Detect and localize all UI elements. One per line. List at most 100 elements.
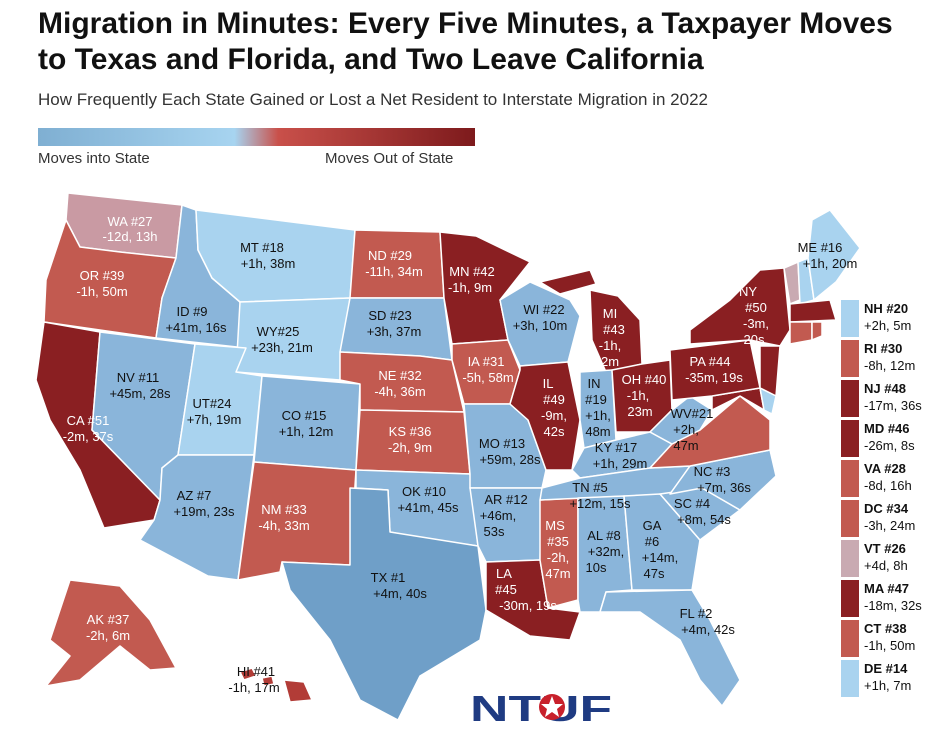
label-NM-name: NM #33 [261, 502, 307, 517]
label-MS-name: MS [545, 518, 565, 533]
label-WY-value: +23h, 21m [251, 340, 313, 355]
label-IN-value-2: 48m [585, 424, 610, 439]
label-AL-name: AL #8 [587, 528, 621, 543]
label-IA-name: IA #31 [468, 354, 505, 369]
label-IL-name: IL [543, 376, 554, 391]
state-TX[interactable] [281, 487, 487, 721]
label-SD-value: +3h, 37m [367, 324, 422, 339]
swatch-MA [841, 580, 859, 617]
label-MN-value: -1h, 9m [448, 280, 492, 295]
label-TN-value: +12m, 15s [569, 496, 631, 511]
side-name-NJ: NJ #48 [864, 381, 906, 396]
label-FL-name: FL #2 [680, 606, 713, 621]
label-ME-value: +1h, 20m [803, 256, 858, 271]
label-AZ-name: AZ #7 [177, 488, 212, 503]
label-NC-name: NC #3 [694, 464, 731, 479]
label-IL-rank: #49 [543, 392, 565, 407]
page-subtitle: How Frequently Each State Gained or Lost… [38, 90, 708, 109]
state-NY[interactable] [689, 267, 791, 347]
state-GA[interactable] [623, 493, 701, 591]
label-NY-value-2: 20s [744, 332, 765, 347]
label-UT-name: UT#24 [192, 396, 231, 411]
label-ID-value: +41m, 16s [165, 320, 227, 335]
side-value-NH: +2h, 5m [864, 318, 912, 333]
side-name-VA: VA #28 [864, 461, 906, 476]
state-PA[interactable] [669, 339, 761, 401]
label-GA-rank: #6 [645, 534, 659, 549]
label-WI-name: WI #22 [523, 302, 564, 317]
star-icon [539, 694, 565, 720]
label-CO-name: CO #15 [282, 408, 327, 423]
side-name-CT: CT #38 [864, 621, 907, 636]
state-ME[interactable] [807, 209, 861, 301]
side-item-VT: VT #26 +4d, 8h [841, 540, 936, 577]
label-NE-name: NE #32 [378, 368, 421, 383]
side-value-VT: +4d, 8h [864, 558, 908, 573]
swatch-VA [841, 460, 859, 497]
swatch-RI [841, 340, 859, 377]
side-item-VA: VA #28 -8d, 16h [841, 460, 936, 497]
swatch-DC [841, 500, 859, 537]
legend-gradient-bar [38, 128, 475, 146]
state-RI[interactable] [811, 321, 823, 341]
label-PA-value: -35m, 19s [685, 370, 743, 385]
label-IN-name: IN [588, 376, 601, 391]
side-name-RI: RI #30 [864, 341, 903, 356]
label-OR-value: -1h, 50m [76, 284, 127, 299]
side-item-NH: NH #20 +2h, 5m [841, 300, 936, 337]
label-SD-name: SD #23 [368, 308, 411, 323]
label-ND-value: -11h, 34m [365, 264, 423, 279]
label-MN-name: MN #42 [449, 264, 495, 279]
label-GA-name: GA [643, 518, 662, 533]
side-item-DC: DC #34 -3h, 24m [841, 500, 936, 537]
label-TX-value: +4m, 40s [373, 586, 427, 601]
label-MI-value-2: 2m [601, 354, 619, 369]
side-value-DE: +1h, 7m [864, 678, 912, 693]
label-IN-value-1: +1h, [585, 408, 611, 423]
label-MI-name: MI [603, 306, 617, 321]
label-AK-value: -2h, 6m [86, 628, 130, 643]
label-OH-value-1: -1h, [627, 388, 649, 403]
state-FL[interactable] [599, 589, 741, 707]
side-item-MA: MA #47 -18m, 32s [841, 580, 936, 617]
state-NJ[interactable] [759, 345, 781, 397]
label-WY-name: WY#25 [257, 324, 300, 339]
label-MT-name: MT #18 [240, 240, 284, 255]
label-NM-value: -4h, 33m [258, 518, 309, 533]
state-AK[interactable] [45, 579, 177, 687]
label-ND-name: ND #29 [368, 248, 412, 263]
label-UT-value: +7h, 19m [187, 412, 242, 427]
label-CA-value: -2m, 37s [63, 429, 114, 444]
state-CO[interactable] [253, 375, 361, 471]
label-NV-name: NV #11 [117, 370, 159, 385]
state-WI[interactable] [499, 281, 581, 367]
state-WY[interactable] [235, 297, 351, 381]
state-DE[interactable] [759, 387, 777, 415]
label-MT-value: +1h, 38m [241, 256, 296, 271]
state-MA[interactable] [789, 299, 837, 323]
side-value-DC: -3h, 24m [864, 518, 916, 533]
label-IN-rank: #19 [585, 392, 607, 407]
label-ME-name: ME #16 [798, 240, 843, 255]
label-CO-value: +1h, 12m [279, 424, 334, 439]
label-SC-value: +8m, 54s [677, 512, 731, 527]
label-NY-rank: #50 [745, 300, 767, 315]
side-item-CT: CT #38 -1h, 50m [841, 620, 936, 657]
side-name-VT: VT #26 [864, 541, 906, 556]
state-CT[interactable] [789, 321, 813, 345]
swatch-NH [841, 300, 859, 337]
side-name-DE: DE #14 [864, 661, 908, 676]
legend-right-label: Moves Out of State [325, 150, 454, 167]
side-value-CT: -1h, 50m [864, 638, 916, 653]
side-name-MD: MD #46 [864, 421, 910, 436]
state-IL[interactable] [509, 361, 581, 471]
label-NY-value-1: -3m, [743, 316, 769, 331]
state-HI[interactable] [239, 667, 313, 703]
swatch-VT [841, 540, 859, 577]
label-KS-name: KS #36 [389, 424, 432, 439]
swatch-CT [841, 620, 859, 657]
label-NY-name: NY [739, 284, 757, 299]
label-KS-value: -2h, 9m [388, 440, 432, 455]
page-title: Migration in Minutes: Every Five Minutes… [38, 7, 893, 76]
